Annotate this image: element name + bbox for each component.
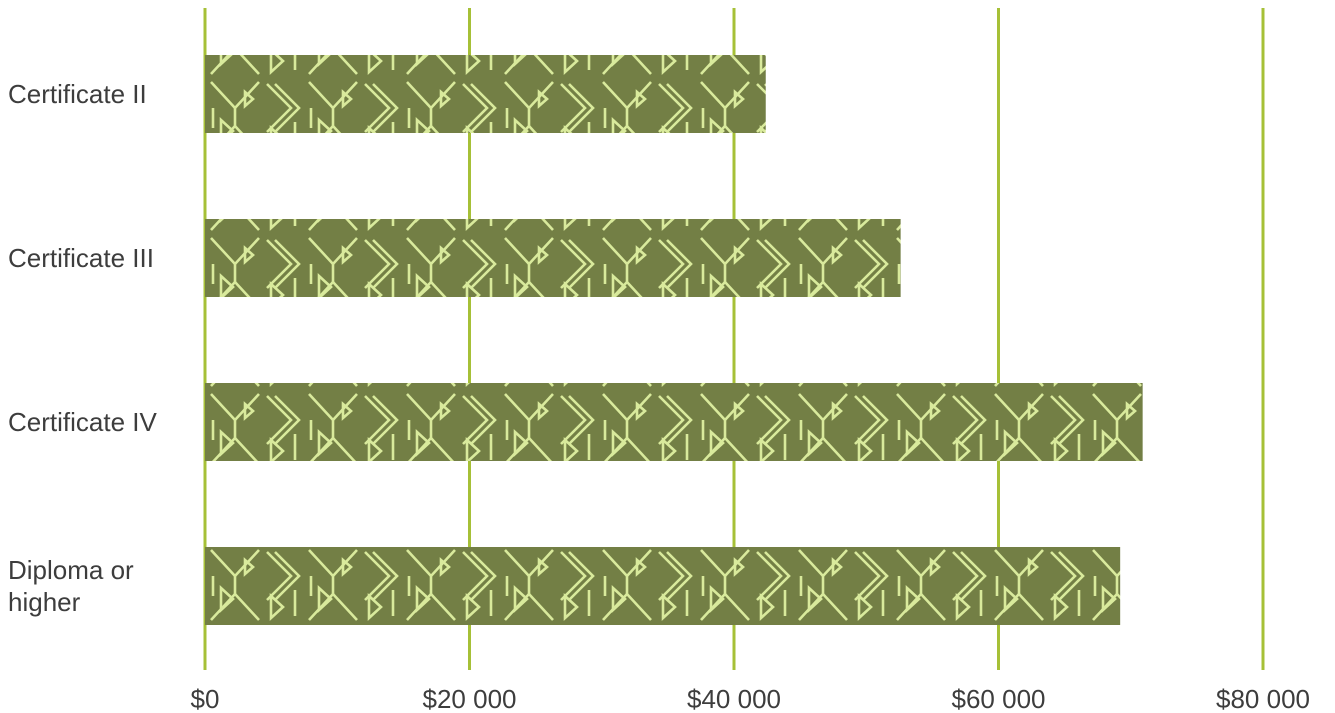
- bars: [205, 55, 1143, 625]
- x-tick-label: $0: [191, 684, 220, 713]
- category-label: Diploma or higher: [8, 555, 134, 617]
- bar: [205, 55, 766, 133]
- bar: [205, 547, 1121, 625]
- x-tick-label: $60 000: [952, 684, 1046, 713]
- x-axis-tick-labels: $0 $20 000 $40 000 $60 000 $80 000: [191, 684, 1310, 713]
- x-tick-label: $20 000: [423, 684, 517, 713]
- x-tick-label: $80 000: [1216, 684, 1310, 713]
- bar: [205, 383, 1143, 461]
- bar: [205, 219, 901, 297]
- category-label: Certificate III: [8, 243, 154, 273]
- category-labels: Certificate II Certificate III Certificate…: [8, 79, 157, 617]
- x-tick-label: $40 000: [687, 684, 781, 713]
- category-label: Certificate IV: [8, 407, 157, 437]
- category-label: Certificate II: [8, 79, 147, 109]
